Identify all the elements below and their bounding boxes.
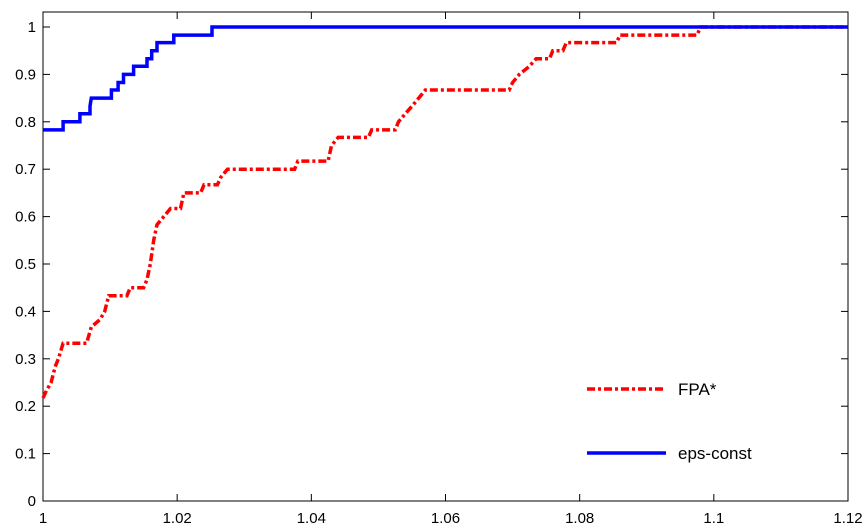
- x-tick-label: 1.1: [703, 510, 724, 527]
- y-tick-label: 0.3: [15, 351, 36, 368]
- series-line-fpa: [41, 25, 848, 399]
- x-tick-label: 1.06: [431, 510, 460, 527]
- series-layer: [41, 25, 848, 399]
- series-line-eps-const: [43, 25, 848, 132]
- y-tick-label: 0: [28, 493, 36, 510]
- plot-frame: [42, 11, 849, 502]
- legend-label: eps-const: [678, 444, 752, 463]
- x-tick-label: 1.04: [297, 510, 326, 527]
- y-tick-label: 1: [28, 19, 36, 36]
- y-tick-label: 0.6: [15, 209, 36, 226]
- y-tick-label: 0.8: [15, 114, 36, 131]
- legend: FPA* eps-const: [587, 380, 752, 463]
- x-tick-label: 1.08: [565, 510, 594, 527]
- x-tick-label: 1.12: [833, 510, 862, 527]
- y-tick-label: 0.2: [15, 398, 36, 415]
- y-tick-label: 0.7: [15, 161, 36, 178]
- y-tick-label: 0.4: [15, 303, 36, 320]
- ticks-layer: 1 1.02 1.04 1.06 1.08 1.1 1.12 0 0.1 0.2 0.3 0.4 0.5…: [15, 12, 863, 527]
- y-tick-label: 0.9: [15, 66, 36, 83]
- x-tick-label: 1.02: [163, 510, 192, 527]
- legend-label: FPA*: [678, 380, 717, 399]
- x-tick-label: 1: [39, 510, 47, 527]
- y-tick-label: 0.1: [15, 446, 36, 463]
- y-tick-label: 0.5: [15, 256, 36, 273]
